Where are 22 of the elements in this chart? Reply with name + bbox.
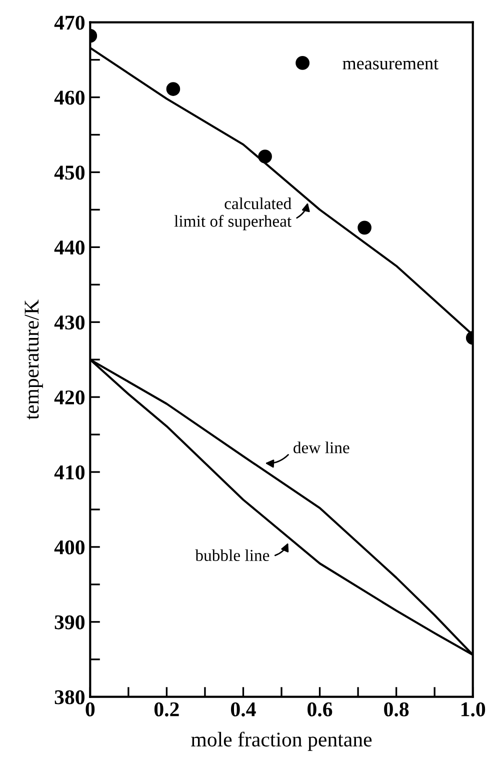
y-tick-label: 420 bbox=[54, 390, 85, 404]
y-tick-label: 410 bbox=[54, 465, 85, 480]
y-tick-label: 450 bbox=[54, 166, 85, 180]
y-tick-label: 390 bbox=[54, 615, 85, 630]
y-tick-label: 400 bbox=[54, 540, 85, 554]
annotation: bubble line bbox=[195, 549, 270, 562]
y-tick-label: 470 bbox=[54, 16, 85, 30]
x-tick-label: 0 bbox=[86, 702, 95, 716]
x-tick-label: 0.8 bbox=[384, 702, 409, 716]
y-tick-label: 380 bbox=[54, 690, 85, 704]
annotation: dew line bbox=[294, 442, 350, 454]
x-tick-label: 0.6 bbox=[308, 702, 332, 716]
x-tick-label: 0.2 bbox=[154, 702, 179, 716]
y-tick-label: 440 bbox=[54, 240, 85, 255]
legend-label: measurement bbox=[342, 59, 438, 70]
x-tick-label: 1.0 bbox=[462, 702, 486, 716]
y-axis-title: temperature/K bbox=[24, 300, 43, 420]
y-tick-label: 430 bbox=[54, 315, 85, 330]
x-axis-title: mole fraction pentane bbox=[191, 732, 372, 751]
x-tick-label: 0.4 bbox=[231, 702, 256, 716]
annotation: calculated limit of superheat bbox=[174, 197, 292, 230]
y-tick-label: 460 bbox=[54, 90, 85, 105]
